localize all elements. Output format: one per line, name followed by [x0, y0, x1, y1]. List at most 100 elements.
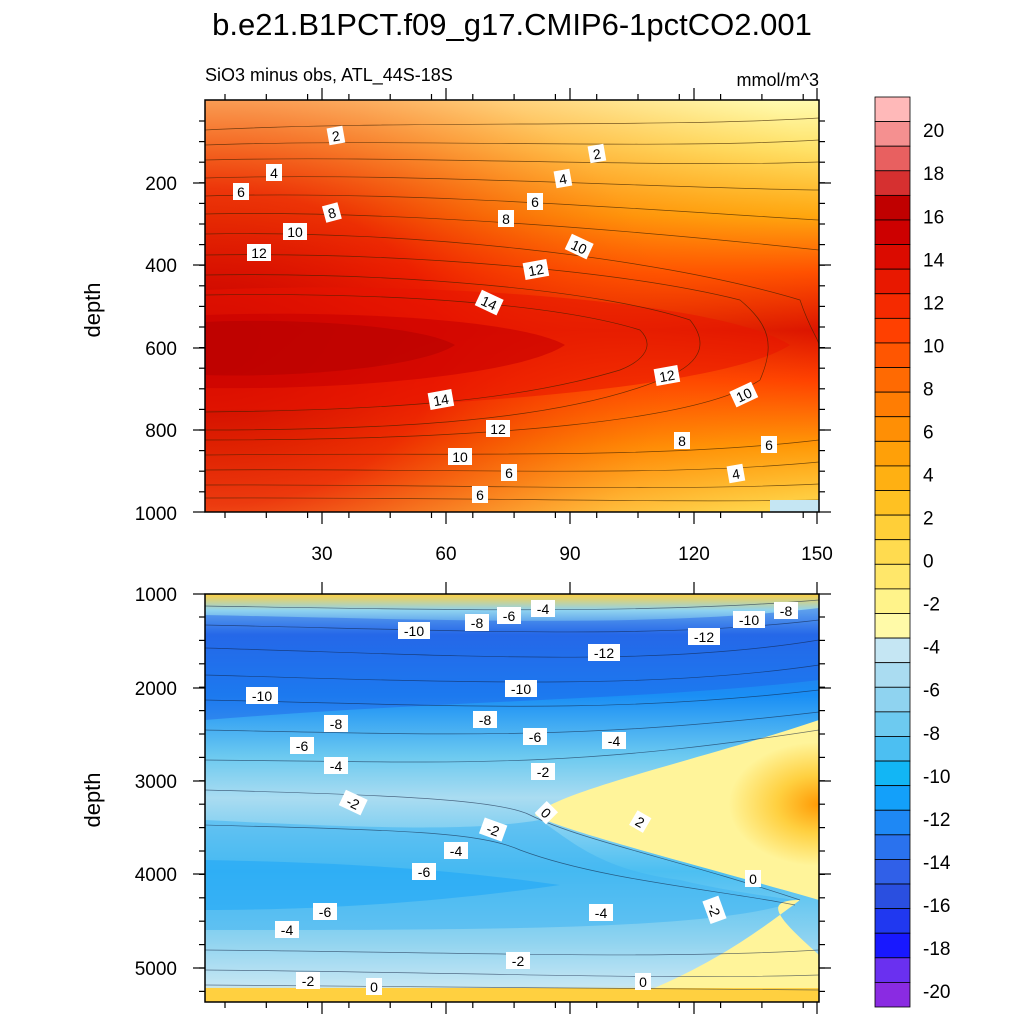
- svg-text:4: 4: [558, 170, 569, 187]
- bottom-contour-label: -4: [602, 732, 626, 749]
- svg-text:12: 12: [658, 367, 676, 385]
- svg-text:-2: -2: [537, 764, 550, 780]
- colorbar-swatch: [874, 760, 911, 787]
- colorbar-swatch: [874, 785, 911, 811]
- bottom-y-axis: 1000 2000 3000 4000 5000 depth: [80, 585, 177, 980]
- bottom-panel-field: [205, 594, 819, 1002]
- top-contour-label: 8: [674, 432, 690, 449]
- top-xtick-label: 150: [801, 544, 833, 565]
- svg-text:-4: -4: [537, 601, 550, 617]
- colorbar-swatch: [874, 539, 911, 565]
- colorbar-swatch: [874, 293, 911, 319]
- bottom-contour-label: -4: [275, 921, 299, 938]
- svg-text:4: 4: [731, 465, 742, 482]
- svg-text:12: 12: [251, 245, 267, 261]
- top-ytick-label: 1000: [135, 504, 177, 525]
- colorbar-swatch: [874, 932, 911, 959]
- top-contour-label: 10: [283, 223, 307, 240]
- svg-text:-2: -2: [512, 953, 525, 969]
- svg-text:-4: -4: [608, 733, 621, 749]
- top-contour-label: 6: [472, 486, 488, 503]
- figure-title: b.e21.B1PCT.f09_g17.CMIP6-1pctCO2.001: [212, 7, 812, 42]
- top-contour-label: 14: [474, 289, 504, 316]
- colorbar-tick-label: -4: [923, 638, 940, 659]
- bottom-contour-label: 0: [635, 973, 651, 990]
- colorbar-swatch: [874, 219, 911, 245]
- colorbar-swatch: [874, 121, 911, 147]
- bottom-contour-label: -4: [531, 600, 555, 617]
- colorbar-swatch: [874, 244, 911, 270]
- top-contour-label: 4: [726, 463, 746, 484]
- bottom-ytick-label: 4000: [135, 865, 177, 886]
- top-ytick-label: 400: [145, 256, 177, 277]
- colorbar-swatch: [874, 637, 911, 664]
- svg-text:-4: -4: [450, 843, 463, 859]
- svg-text:10: 10: [287, 224, 303, 240]
- svg-text:2: 2: [592, 145, 603, 162]
- svg-text:-6: -6: [503, 608, 516, 624]
- colorbar-tick-label: 6: [923, 422, 934, 443]
- colorbar-swatch: [874, 170, 911, 196]
- colorbar-tick-label: -16: [923, 896, 950, 917]
- bottom-ytick-label: 5000: [135, 959, 177, 980]
- svg-text:-2: -2: [484, 820, 501, 839]
- top-contour-label: 10: [448, 448, 472, 465]
- bottom-y-axis-label: depth: [80, 772, 105, 827]
- top-contour-label: 2: [326, 125, 346, 146]
- colorbar-swatch: [874, 416, 911, 442]
- top-contour-label: 6: [501, 464, 517, 481]
- top-contour-label: 12: [653, 365, 681, 386]
- top-contour-label: 12: [486, 420, 510, 437]
- svg-text:14: 14: [432, 391, 450, 409]
- top-contour-labels: 2244668810101212141412101210868646: [233, 125, 777, 503]
- colorbar-tick-label: -2: [923, 595, 940, 616]
- bottom-ytick-label: 3000: [135, 772, 177, 793]
- top-xtick-label: 90: [559, 544, 580, 565]
- svg-text:-10: -10: [739, 612, 759, 628]
- colorbar-swatch: [874, 711, 911, 737]
- colorbar-swatch: [874, 859, 911, 885]
- colorbar-tick-label: 2: [923, 509, 934, 530]
- bottom-contour-label: -2: [296, 972, 320, 989]
- top-x-axis: 30 60 90 120 150: [311, 544, 832, 565]
- svg-text:-4: -4: [595, 905, 608, 921]
- bottom-ytick-label: 1000: [135, 585, 177, 606]
- svg-text:-6: -6: [418, 864, 431, 880]
- bottom-contour-label: -4: [444, 842, 468, 859]
- colorbar: 20181614121086420-2-4-6-8-10-12-14-16-18…: [874, 96, 951, 1008]
- bottom-contour-label: 0: [366, 978, 382, 995]
- bottom-contour-label: -6: [523, 728, 547, 745]
- bottom-contour-label: -6: [497, 607, 521, 624]
- svg-text:-4: -4: [281, 922, 294, 938]
- colorbar-swatch: [874, 317, 911, 344]
- colorbar-swatch: [874, 982, 911, 1008]
- svg-text:6: 6: [237, 184, 245, 200]
- bottom-contour-label: -2: [702, 895, 727, 925]
- colorbar-swatch: [874, 809, 911, 836]
- colorbar-tick-label: -18: [923, 939, 950, 960]
- bottom-contour-label: -6: [313, 903, 337, 920]
- bottom-contour-label: -2: [478, 817, 508, 842]
- svg-text:6: 6: [531, 194, 539, 210]
- bottom-contour-label: -10: [733, 611, 765, 628]
- bottom-contour-label: -2: [338, 789, 368, 816]
- bottom-contour-label: -2: [531, 763, 555, 780]
- bottom-contour-label: -2: [506, 952, 530, 969]
- colorbar-tick-label: 0: [923, 552, 934, 573]
- colorbar-swatch: [874, 268, 911, 295]
- svg-text:-10: -10: [511, 681, 531, 697]
- top-xtick-label: 30: [311, 544, 332, 565]
- colorbar-swatch: [874, 194, 911, 221]
- colorbar-swatch: [874, 490, 911, 516]
- top-contour-label: 12: [522, 259, 550, 280]
- colorbar-swatch: [874, 834, 911, 860]
- colorbar-swatch: [874, 145, 911, 172]
- top-y-axis: 200 400 600 800 1000 depth: [80, 174, 177, 525]
- colorbar-swatch: [874, 96, 911, 122]
- top-panel: SiO3 minus obs, ATL_44S-18S mmol/m^3: [80, 65, 833, 565]
- colorbar-swatch: [874, 736, 911, 762]
- bottom-contour-label: -6: [412, 863, 436, 880]
- bottom-contour-label: -8: [465, 614, 489, 631]
- top-contour-label: 12: [247, 244, 271, 261]
- bottom-contour-label: 0: [745, 870, 761, 887]
